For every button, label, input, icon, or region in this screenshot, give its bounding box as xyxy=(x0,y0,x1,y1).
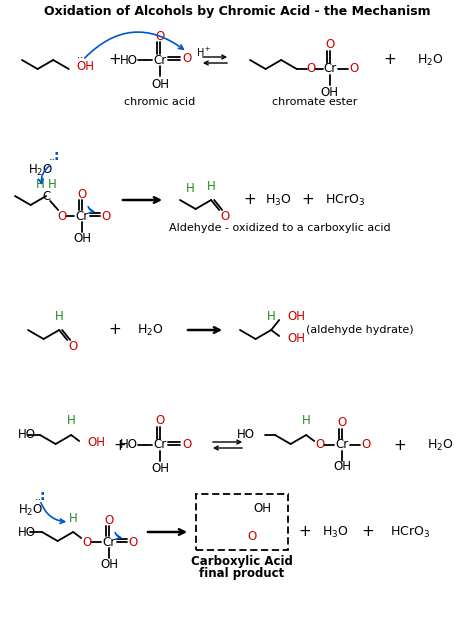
Text: +: + xyxy=(393,437,406,452)
Text: Cr: Cr xyxy=(323,62,337,76)
FancyBboxPatch shape xyxy=(196,494,288,550)
Text: H: H xyxy=(186,181,194,195)
Text: HO: HO xyxy=(18,428,36,442)
Text: O: O xyxy=(69,340,78,353)
Text: H: H xyxy=(67,415,75,428)
Text: H$^+$: H$^+$ xyxy=(196,45,211,59)
Text: O: O xyxy=(362,438,371,452)
Text: OH: OH xyxy=(333,461,351,474)
Text: +: + xyxy=(109,52,121,67)
Text: H$_2$O: H$_2$O xyxy=(28,163,53,178)
Text: H$_2$O: H$_2$O xyxy=(417,52,443,67)
Text: O: O xyxy=(105,513,114,527)
Text: HCrO$_3$: HCrO$_3$ xyxy=(390,524,430,539)
Text: O: O xyxy=(57,210,67,222)
Text: OH: OH xyxy=(87,437,105,449)
Text: :: : xyxy=(39,489,45,503)
Text: H$_2$O: H$_2$O xyxy=(137,323,163,338)
Text: H$_3$O: H$_3$O xyxy=(264,192,292,207)
Text: HO: HO xyxy=(120,438,138,452)
Text: H: H xyxy=(267,309,275,323)
Text: HO: HO xyxy=(120,54,138,67)
Text: H: H xyxy=(207,180,216,193)
Text: H: H xyxy=(55,309,64,323)
Text: OH: OH xyxy=(151,462,169,476)
Text: OH: OH xyxy=(77,59,95,72)
Text: H: H xyxy=(36,178,45,190)
Text: ··: ·· xyxy=(48,155,55,165)
Text: O: O xyxy=(306,62,315,76)
Text: O: O xyxy=(220,210,230,222)
Text: Cr: Cr xyxy=(102,536,116,549)
Text: Cr: Cr xyxy=(154,54,167,67)
Text: HCrO$_3$: HCrO$_3$ xyxy=(325,192,365,207)
Text: +: + xyxy=(383,52,396,67)
Text: O: O xyxy=(182,437,191,450)
Text: O: O xyxy=(155,30,164,42)
Text: H: H xyxy=(302,415,310,428)
Text: O: O xyxy=(325,38,334,52)
Text: +: + xyxy=(114,437,127,452)
Text: HO: HO xyxy=(237,428,255,442)
Text: +: + xyxy=(244,193,256,207)
Text: final product: final product xyxy=(200,568,284,580)
Text: OH: OH xyxy=(321,86,339,100)
Text: ··: ·· xyxy=(77,53,83,63)
Text: Aldehyde - oxidized to a carboxylic acid: Aldehyde - oxidized to a carboxylic acid xyxy=(169,223,391,233)
Text: +: + xyxy=(109,323,121,338)
Text: O: O xyxy=(247,530,256,544)
Text: +: + xyxy=(301,193,314,207)
Text: OH: OH xyxy=(73,231,91,244)
Text: O: O xyxy=(101,210,111,222)
Text: O: O xyxy=(78,188,87,200)
Text: ··: ·· xyxy=(35,495,42,505)
Text: OH: OH xyxy=(254,501,272,515)
Text: O: O xyxy=(82,536,92,549)
Text: OH: OH xyxy=(287,309,305,323)
Text: H$_2$O: H$_2$O xyxy=(427,437,453,452)
Text: O: O xyxy=(155,415,164,428)
Text: H$_2$O: H$_2$O xyxy=(18,503,43,518)
Text: OH: OH xyxy=(100,558,118,571)
Text: Cr: Cr xyxy=(336,438,349,452)
Text: O: O xyxy=(337,416,347,430)
Text: O: O xyxy=(349,62,358,76)
Text: HO: HO xyxy=(18,525,36,539)
Text: +: + xyxy=(299,525,311,539)
Text: OH: OH xyxy=(151,77,169,91)
Text: O: O xyxy=(316,438,325,452)
Text: O: O xyxy=(182,52,191,66)
Text: Oxidation of Alcohols by Chromic Acid - the Mechanism: Oxidation of Alcohols by Chromic Acid - … xyxy=(44,6,430,18)
Text: Carboxylic Acid: Carboxylic Acid xyxy=(191,556,293,568)
Text: H: H xyxy=(48,178,56,190)
Text: chromate ester: chromate ester xyxy=(272,97,357,107)
Text: C: C xyxy=(42,190,50,202)
Text: O: O xyxy=(128,536,138,549)
Text: H$_3$O: H$_3$O xyxy=(322,524,348,539)
Text: Cr: Cr xyxy=(75,210,89,222)
Text: chromic acid: chromic acid xyxy=(124,97,196,107)
Text: :: : xyxy=(53,149,59,163)
Text: OH: OH xyxy=(287,331,305,345)
Text: H: H xyxy=(69,512,78,525)
Text: Cr: Cr xyxy=(154,438,167,452)
Text: +: + xyxy=(362,525,374,539)
Text: (aldehyde hydrate): (aldehyde hydrate) xyxy=(306,325,414,335)
